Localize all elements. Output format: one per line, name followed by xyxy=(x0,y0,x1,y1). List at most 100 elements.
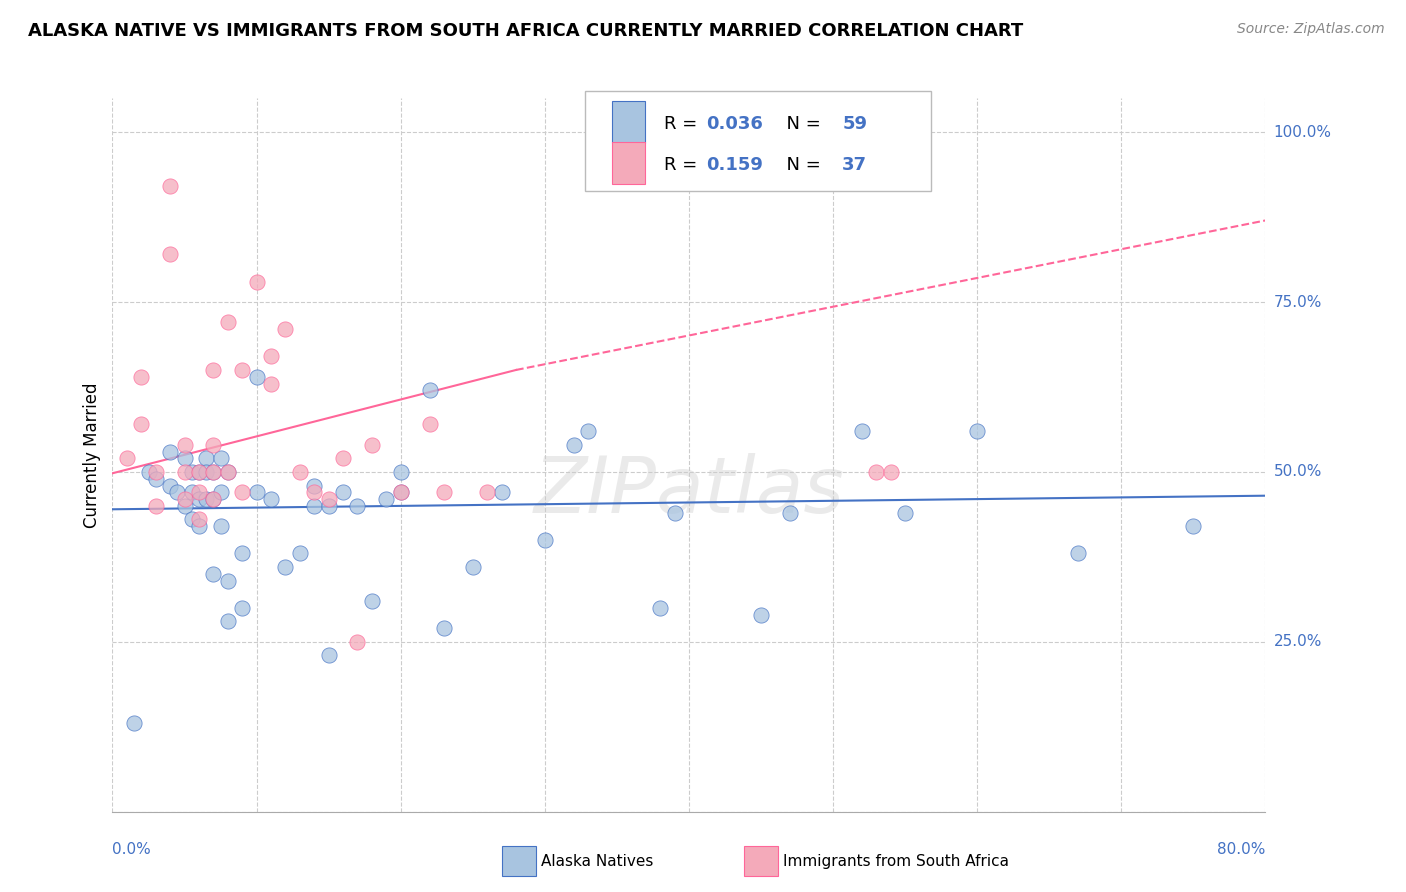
Point xyxy=(217,315,239,329)
Point xyxy=(217,465,239,479)
Point xyxy=(346,499,368,513)
Point xyxy=(749,607,772,622)
Point xyxy=(173,492,195,507)
Point xyxy=(318,492,340,507)
Text: 100.0%: 100.0% xyxy=(1274,125,1331,140)
Point xyxy=(533,533,555,547)
FancyBboxPatch shape xyxy=(612,101,645,143)
Point xyxy=(202,492,225,507)
Point xyxy=(159,247,181,261)
Point xyxy=(288,465,311,479)
Point xyxy=(1182,519,1205,533)
Point xyxy=(209,519,232,533)
Point xyxy=(332,485,354,500)
Point xyxy=(202,465,225,479)
Point xyxy=(231,546,253,560)
Point xyxy=(122,716,145,731)
Y-axis label: Currently Married: Currently Married xyxy=(83,382,101,528)
Text: Source: ZipAtlas.com: Source: ZipAtlas.com xyxy=(1237,22,1385,37)
Text: R =: R = xyxy=(664,156,709,174)
Point xyxy=(346,635,368,649)
Point xyxy=(202,438,225,452)
Point xyxy=(209,451,232,466)
Text: 75.0%: 75.0% xyxy=(1274,294,1322,310)
Point xyxy=(217,465,239,479)
Point xyxy=(195,492,218,507)
Point xyxy=(389,485,412,500)
Point xyxy=(576,424,599,438)
Point xyxy=(274,560,297,574)
FancyBboxPatch shape xyxy=(502,846,536,876)
Point xyxy=(217,615,239,629)
Text: 25.0%: 25.0% xyxy=(1274,634,1322,649)
FancyBboxPatch shape xyxy=(612,142,645,184)
Point xyxy=(231,363,253,377)
Point xyxy=(433,485,456,500)
Point xyxy=(173,451,195,466)
Point xyxy=(209,485,232,500)
Point xyxy=(195,465,218,479)
Text: Alaska Natives: Alaska Natives xyxy=(541,855,654,869)
Point xyxy=(138,465,160,479)
Point xyxy=(188,492,211,507)
Point xyxy=(245,275,267,289)
Point xyxy=(129,417,153,432)
Point xyxy=(166,485,188,500)
Point xyxy=(217,574,239,588)
Point xyxy=(145,472,167,486)
Point xyxy=(180,465,202,479)
Point xyxy=(180,512,202,526)
Point xyxy=(562,438,585,452)
Point xyxy=(188,519,211,533)
Point xyxy=(664,506,686,520)
Text: 0.036: 0.036 xyxy=(706,115,763,133)
Point xyxy=(1067,546,1090,560)
Point xyxy=(865,465,887,479)
Point xyxy=(145,499,167,513)
Point xyxy=(880,465,903,479)
Point xyxy=(260,350,283,364)
Text: N =: N = xyxy=(776,115,827,133)
Point xyxy=(332,451,354,466)
Point xyxy=(648,600,672,615)
Point xyxy=(231,485,253,500)
Point xyxy=(188,465,211,479)
Point xyxy=(419,417,441,432)
Point xyxy=(260,492,283,507)
Text: R =: R = xyxy=(664,115,703,133)
Text: N =: N = xyxy=(776,156,827,174)
Point xyxy=(231,600,253,615)
Point xyxy=(260,376,283,391)
Point xyxy=(188,465,211,479)
Point xyxy=(202,492,225,507)
Point xyxy=(318,499,340,513)
Point xyxy=(288,546,311,560)
Point xyxy=(173,465,195,479)
Point xyxy=(475,485,498,500)
Point xyxy=(173,438,195,452)
Point xyxy=(360,438,382,452)
Point xyxy=(304,485,326,500)
Point xyxy=(461,560,484,574)
Point xyxy=(304,478,326,492)
Point xyxy=(245,485,267,500)
Point xyxy=(159,444,181,458)
Point xyxy=(318,648,340,663)
Text: 50.0%: 50.0% xyxy=(1274,465,1322,479)
Point xyxy=(188,485,211,500)
Text: ZIPatlas: ZIPatlas xyxy=(533,452,845,529)
Point xyxy=(433,621,456,635)
Point xyxy=(188,512,211,526)
Point xyxy=(779,506,801,520)
Text: 37: 37 xyxy=(842,156,868,174)
Point xyxy=(894,506,917,520)
Point xyxy=(966,424,988,438)
Point xyxy=(375,492,398,507)
Point xyxy=(159,179,181,194)
Text: ALASKA NATIVE VS IMMIGRANTS FROM SOUTH AFRICA CURRENTLY MARRIED CORRELATION CHAR: ALASKA NATIVE VS IMMIGRANTS FROM SOUTH A… xyxy=(28,22,1024,40)
Point xyxy=(202,465,225,479)
Point xyxy=(851,424,873,438)
Point xyxy=(419,384,441,398)
Text: Immigrants from South Africa: Immigrants from South Africa xyxy=(783,855,1010,869)
Point xyxy=(173,499,195,513)
